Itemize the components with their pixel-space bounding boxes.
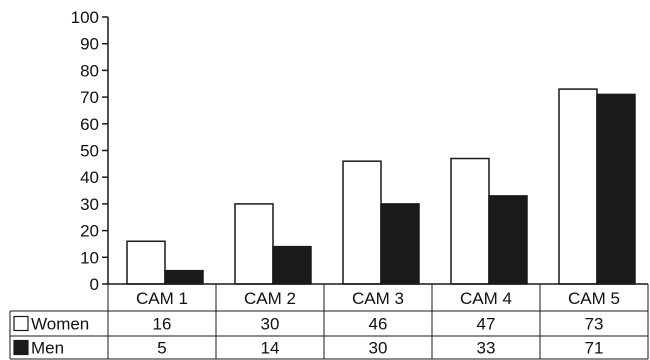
category-label: CAM 4 [460, 289, 512, 308]
category-label: CAM 1 [136, 289, 188, 308]
legend-label-women: Women [31, 315, 89, 334]
bar-women-1 [126, 240, 166, 285]
category-label: CAM 2 [244, 289, 296, 308]
y-tick-label: 100 [71, 8, 99, 27]
y-tick-label: 60 [80, 115, 99, 134]
table-cell-value: 46 [369, 315, 388, 334]
table-cell-value: 73 [585, 315, 604, 334]
bar-men-2 [272, 245, 312, 285]
y-tick-label: 90 [80, 35, 99, 54]
table-cell-value: 71 [585, 339, 604, 358]
y-tick-label: 0 [90, 275, 99, 294]
y-tick-label: 40 [80, 168, 99, 187]
y-tick-label: 10 [80, 248, 99, 267]
y-tick-label: 70 [80, 88, 99, 107]
bar-women-5 [558, 88, 598, 285]
category-label: CAM 5 [568, 289, 620, 308]
bar-men-5 [596, 93, 636, 285]
legend-label-men: Men [31, 339, 64, 358]
table-cell-value: 33 [477, 339, 496, 358]
bar-women-3 [342, 160, 382, 285]
category-label: CAM 3 [352, 289, 404, 308]
table-cell-value: 47 [477, 315, 496, 334]
table-cell-value: 30 [369, 339, 388, 358]
bar-men-1 [164, 269, 204, 285]
table-cell-value: 5 [157, 339, 166, 358]
bar-women-4 [450, 157, 490, 285]
bars [126, 88, 636, 285]
legend-swatch-women [13, 315, 29, 332]
table-cell-value: 16 [153, 315, 172, 334]
table-cell-value: 14 [261, 339, 280, 358]
y-axis: 0 10 20 30 40 50 60 70 80 90 100 [71, 8, 109, 294]
y-tick-label: 80 [80, 61, 99, 80]
y-tick-label: 30 [80, 195, 99, 214]
data-table: CAM 1 CAM 2 CAM 3 CAM 4 CAM 5 Women 16 30 46 47 73… [9, 283, 649, 360]
y-tick-label: 20 [80, 222, 99, 241]
y-tick-label: 50 [80, 142, 99, 161]
legend-swatch-men [13, 339, 29, 356]
bar-men-3 [380, 203, 420, 285]
bar-women-2 [234, 203, 274, 285]
table-cell-value: 30 [261, 315, 280, 334]
bar-men-4 [488, 195, 528, 285]
